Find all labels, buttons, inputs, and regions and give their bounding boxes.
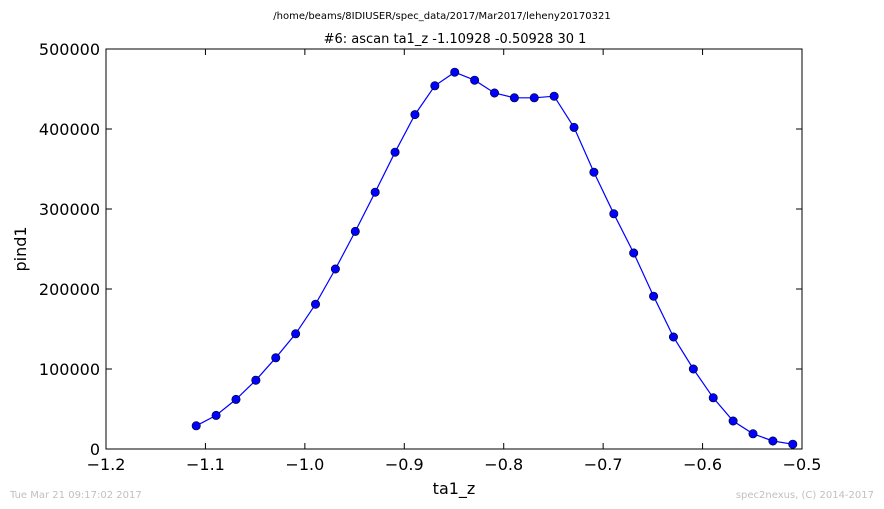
data-point bbox=[390, 147, 400, 157]
series-group bbox=[191, 67, 798, 449]
chart-title: #6: ascan ta1_z -1.10928 -0.50928 30 1 bbox=[324, 32, 587, 47]
data-point bbox=[509, 93, 519, 103]
data-point bbox=[668, 332, 678, 342]
y-tick-label: 100000 bbox=[39, 360, 100, 379]
data-point bbox=[350, 226, 360, 236]
data-point bbox=[589, 167, 599, 177]
data-point bbox=[450, 67, 460, 77]
plot-frame bbox=[105, 48, 803, 450]
data-point bbox=[649, 291, 659, 301]
x-tick-label: −0.8 bbox=[484, 455, 523, 474]
data-point bbox=[629, 248, 639, 258]
data-point bbox=[470, 75, 480, 85]
data-point bbox=[231, 394, 241, 404]
data-point bbox=[788, 439, 798, 449]
data-point bbox=[330, 264, 340, 274]
data-point bbox=[728, 416, 738, 426]
data-point bbox=[609, 209, 619, 219]
data-point bbox=[748, 429, 758, 439]
data-point bbox=[430, 81, 440, 91]
data-point bbox=[271, 353, 281, 363]
x-tick-label: −1.2 bbox=[87, 455, 126, 474]
data-point bbox=[708, 393, 718, 403]
data-point bbox=[549, 91, 559, 101]
y-axis-label: pind1 bbox=[11, 226, 30, 271]
x-tick-label: −0.9 bbox=[385, 455, 424, 474]
series-line bbox=[195, 71, 793, 445]
x-tick-label: −1.0 bbox=[285, 455, 324, 474]
data-point bbox=[529, 93, 539, 103]
data-point bbox=[768, 436, 778, 446]
y-tick-label: 400000 bbox=[39, 120, 100, 139]
data-point bbox=[291, 329, 301, 339]
x-tick-label: −0.7 bbox=[584, 455, 623, 474]
footer-credit: spec2nexus, (C) 2014-2017 bbox=[736, 490, 874, 501]
y-tick-label: 0 bbox=[90, 440, 100, 459]
data-point bbox=[370, 187, 380, 197]
data-point bbox=[688, 364, 698, 374]
data-point bbox=[251, 375, 261, 385]
y-tick-label: 500000 bbox=[39, 40, 100, 59]
x-tick-label: −0.6 bbox=[683, 455, 722, 474]
axis-ticks: −1.2 −1.1 −1.0 −0.9 −0.8 −0.7 −0.6 −0.5 0 100000 2… bbox=[39, 40, 822, 474]
data-point bbox=[191, 421, 201, 431]
y-tick-label: 300000 bbox=[39, 200, 100, 219]
data-point bbox=[569, 122, 579, 132]
x-tick-label: −1.1 bbox=[186, 455, 225, 474]
footer-timestamp: Tue Mar 21 09:17:02 2017 bbox=[9, 490, 142, 501]
data-point bbox=[311, 299, 321, 309]
data-point bbox=[489, 88, 499, 98]
x-tick-label: −0.5 bbox=[783, 455, 822, 474]
data-point bbox=[211, 410, 221, 420]
x-axis-label: ta1_z bbox=[433, 479, 476, 499]
chart-suptitle: /home/beams/8IDIUSER/spec_data/2017/Mar2… bbox=[273, 11, 610, 22]
data-point bbox=[410, 110, 420, 120]
y-tick-label: 200000 bbox=[39, 280, 100, 299]
